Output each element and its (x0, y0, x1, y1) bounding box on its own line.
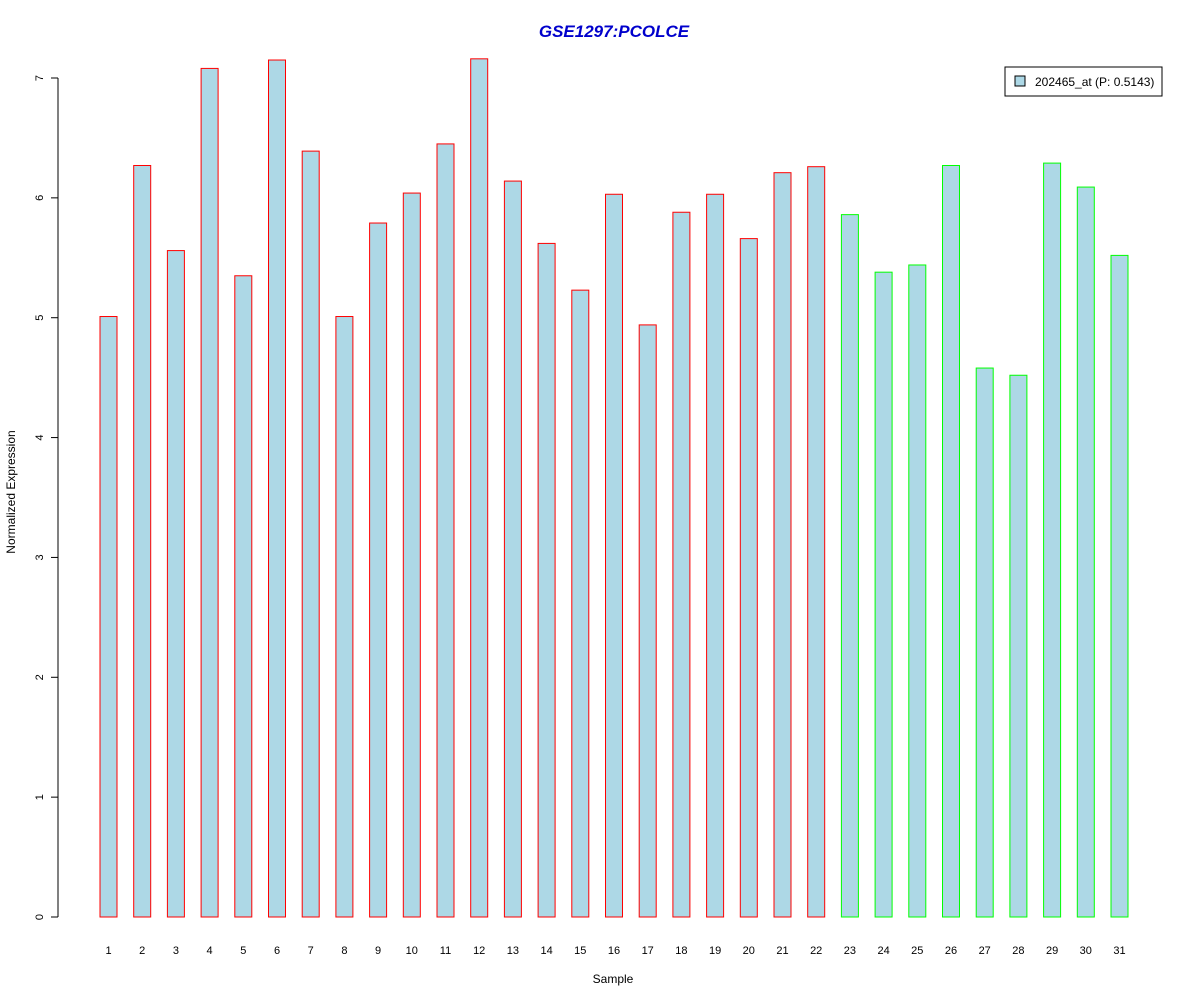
y-tick-label: 7 (34, 75, 46, 81)
x-tick-label: 14 (540, 945, 552, 957)
bar-sample-20 (739, 238, 758, 918)
y-tick-label: 4 (34, 435, 46, 441)
x-tick-label: 10 (406, 945, 418, 957)
x-tick-label: 27 (979, 945, 991, 957)
bar-sample-24 (874, 271, 893, 918)
bar-sample-12 (470, 58, 489, 918)
x-tick-label: 1 (105, 945, 111, 957)
legend: 202465_at (P: 0.5143) (1004, 66, 1163, 97)
bar-sample-3 (166, 250, 185, 918)
x-tick-label: 20 (743, 945, 755, 957)
x-tick-label: 4 (207, 945, 213, 957)
bar-sample-4 (200, 67, 219, 918)
x-tick-label: 26 (945, 945, 957, 957)
x-tick-label: 23 (844, 945, 856, 957)
x-tick-label: 30 (1080, 945, 1092, 957)
x-tick-label: 2 (139, 945, 145, 957)
y-axis-title: Normalized Expression (4, 430, 18, 553)
legend-swatch (1014, 75, 1026, 87)
bar-sample-11 (436, 143, 455, 918)
x-tick-label: 11 (440, 945, 451, 957)
x-tick-label: 17 (642, 945, 654, 957)
x-tick-label: 22 (810, 945, 822, 957)
bar-sample-29 (1043, 162, 1062, 918)
x-tick-label: 21 (776, 945, 788, 957)
legend-label: 202465_at (P: 0.5143) (1035, 75, 1154, 89)
x-axis-tick-labels: 1 2 3 4 5 6 7 8 9 10 11 12 13 14 15 16 17 18 19 20 21 22 23 24 2… (105, 945, 1125, 957)
bar-sample-21 (773, 172, 792, 918)
y-tick-label: 2 (34, 674, 46, 680)
x-tick-label: 6 (274, 945, 280, 957)
bar-sample-5 (234, 275, 253, 918)
bar-sample-19 (706, 193, 725, 918)
bar-sample-18 (672, 211, 691, 918)
bar-sample-14 (537, 242, 556, 918)
bar-sample-13 (503, 180, 522, 918)
x-tick-label: 28 (1012, 945, 1024, 957)
y-tick-label: 5 (34, 315, 46, 321)
bar-sample-2 (133, 164, 152, 918)
x-tick-label: 5 (240, 945, 246, 957)
chart-title: GSE1297:PCOLCE (539, 22, 690, 41)
x-tick-label: 12 (473, 945, 485, 957)
bar-sample-1 (99, 316, 118, 918)
y-tick-label: 6 (34, 195, 46, 201)
y-tick-label: 1 (34, 794, 46, 800)
x-tick-label: 8 (341, 945, 347, 957)
y-axis: 0 1 2 3 4 5 6 7 (34, 75, 59, 920)
bar-sample-30 (1076, 186, 1095, 918)
bar-sample-26 (942, 164, 960, 918)
bar-sample-15 (571, 289, 590, 918)
x-tick-label: 29 (1046, 945, 1058, 957)
y-tick-label: 3 (34, 554, 46, 560)
bar-sample-16 (605, 193, 623, 918)
bar-sample-6 (268, 59, 286, 918)
bar-sample-23 (840, 214, 859, 918)
x-tick-label: 7 (308, 945, 314, 957)
x-tick-label: 25 (911, 945, 923, 957)
y-tick-label: 0 (34, 914, 46, 920)
x-tick-label: 9 (375, 945, 381, 957)
x-tick-label: 15 (574, 945, 586, 957)
bars (99, 58, 1129, 918)
bar-sample-22 (807, 166, 826, 918)
x-axis-title: Sample (593, 972, 634, 986)
bar-sample-28 (1009, 374, 1028, 918)
bar-sample-10 (402, 192, 421, 918)
bar-sample-7 (301, 150, 320, 918)
x-tick-label: 13 (507, 945, 519, 957)
x-tick-label: 31 (1113, 945, 1125, 957)
bar-sample-25 (908, 264, 927, 918)
x-tick-label: 3 (173, 945, 179, 957)
bar-sample-9 (369, 222, 388, 918)
bar-sample-31 (1110, 254, 1129, 918)
x-tick-label: 19 (709, 945, 721, 957)
x-tick-label: 16 (608, 945, 620, 957)
bar-sample-17 (638, 324, 657, 918)
legend-box (1004, 66, 1163, 97)
bar-sample-27 (975, 367, 994, 918)
bar-sample-8 (335, 316, 354, 918)
x-tick-label: 24 (877, 945, 889, 957)
x-tick-label: 18 (675, 945, 687, 957)
